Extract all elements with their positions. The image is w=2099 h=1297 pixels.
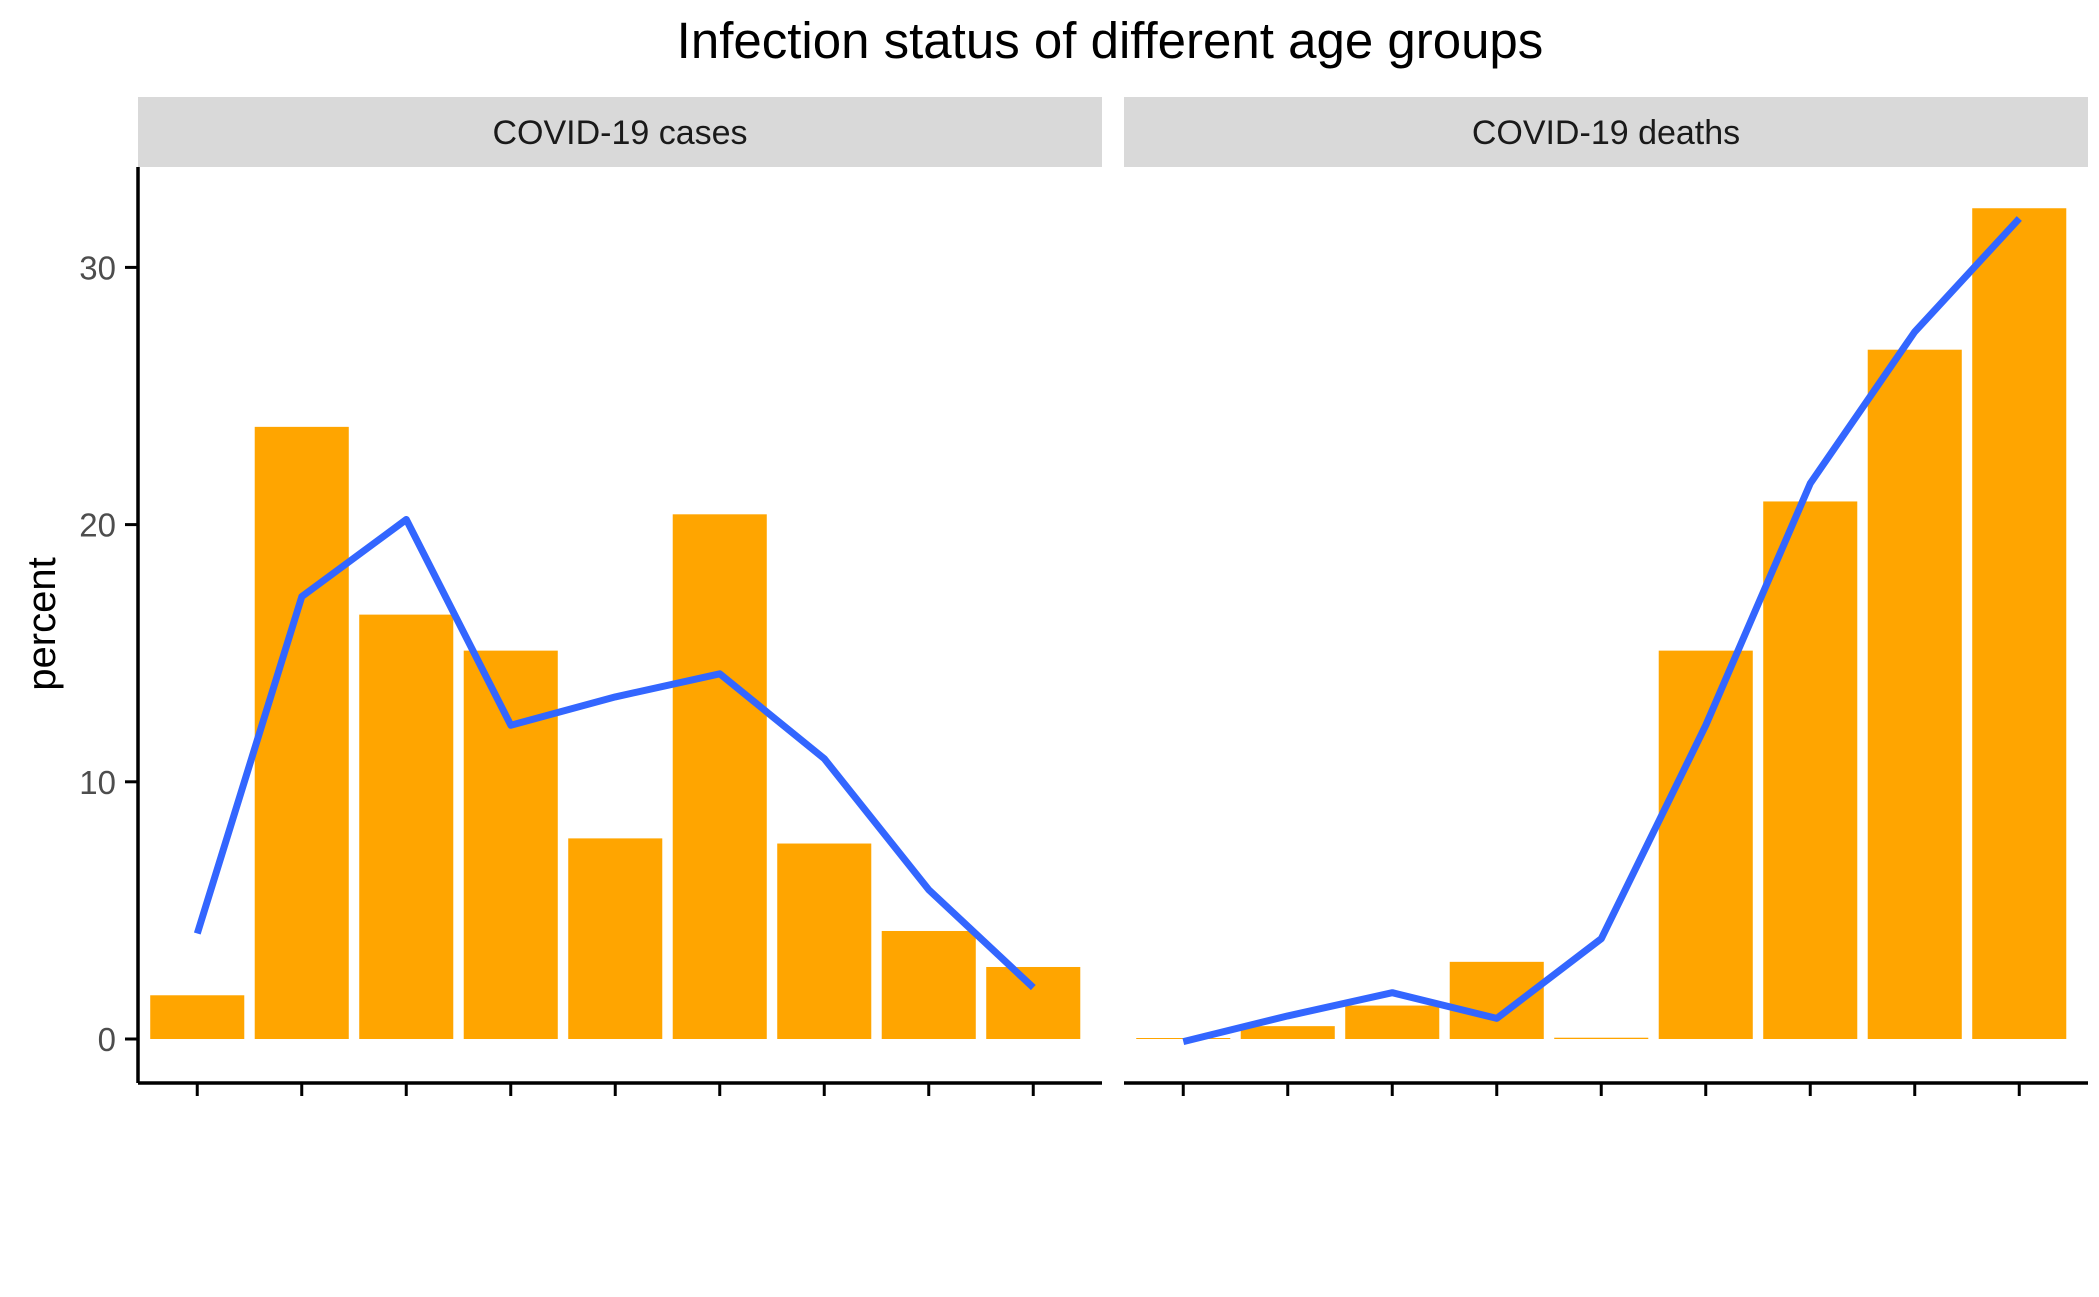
facet-strip [138, 97, 1102, 167]
bar-7 [777, 843, 872, 1039]
bar-9 [1972, 208, 2067, 1039]
y-axis-title: percent [20, 557, 64, 690]
y-tick-label-30: 30 [79, 249, 116, 286]
trend-line [1182, 216, 2022, 1045]
bar-3 [359, 614, 454, 1039]
bar-2 [1240, 1026, 1335, 1039]
bar-5 [568, 838, 663, 1039]
y-tick-label-0: 0 [98, 1021, 116, 1058]
bar-2 [254, 426, 349, 1039]
panel-deaths: COVID-19 deaths [1124, 97, 2088, 1096]
bar-4 [1449, 961, 1544, 1039]
bar-4 [463, 650, 558, 1039]
bar-5 [1554, 1037, 1649, 1039]
bar-1 [150, 995, 245, 1039]
y-tick-label-10: 10 [79, 764, 116, 801]
bar-8 [1867, 349, 1962, 1040]
trend-line [193, 516, 1036, 991]
bar-3 [1345, 1005, 1440, 1039]
panel-cases: COVID-19 cases [138, 97, 1102, 1096]
facet-strip-label: COVID-19 deaths [1472, 114, 1740, 152]
bar-8 [881, 930, 976, 1039]
panels: 0 10 20 30 COVID-19 cases COVID-19 deaths [79, 97, 2088, 1096]
bar-6 [1658, 650, 1753, 1039]
facet-strip [1124, 97, 2088, 167]
chart-title: Infection status of different age groups [677, 12, 1544, 69]
y-tick-label-20: 20 [79, 507, 116, 544]
bar-9 [986, 966, 1081, 1039]
bar-7 [1763, 501, 1858, 1039]
facet-strip-label: COVID-19 cases [492, 114, 747, 152]
bar-6 [672, 514, 767, 1039]
